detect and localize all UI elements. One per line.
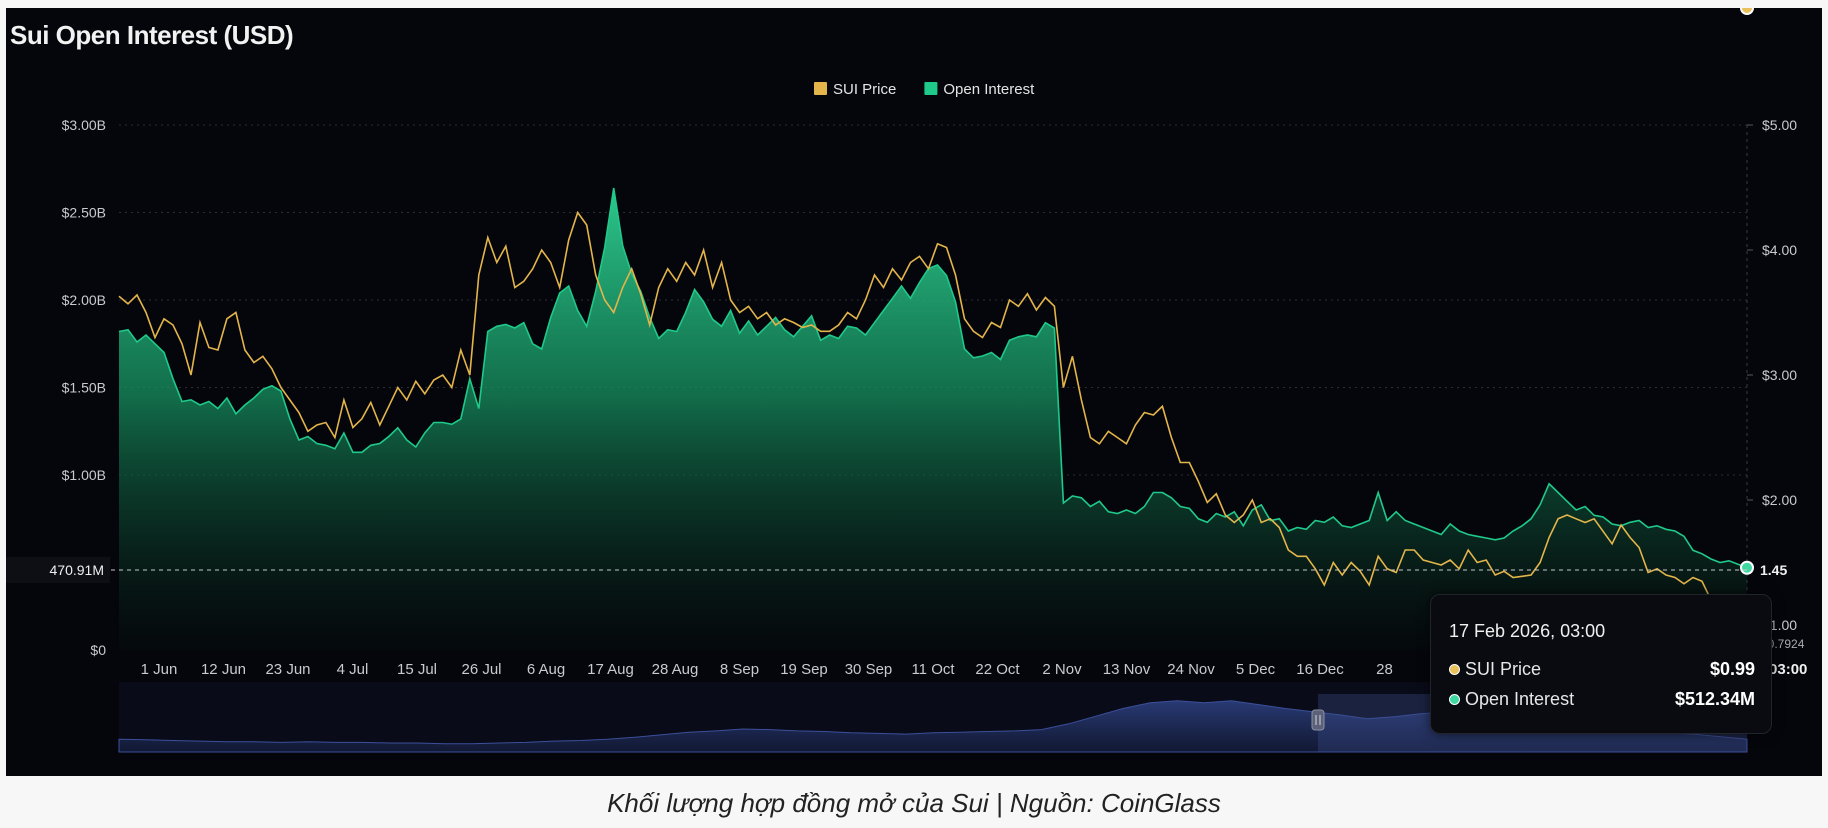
x-tick-label: 4 Jul	[337, 661, 369, 678]
tooltip-row-oi: Open Interest $512.34M	[1449, 689, 1755, 713]
crosshair-left-tag	[6, 557, 110, 583]
open-interest-marker	[1740, 560, 1754, 575]
tooltip-price-dot	[1449, 664, 1460, 675]
y-right-tick-label: $3.00	[1762, 367, 1797, 383]
tooltip-row-price: SUI Price $0.99	[1449, 659, 1755, 683]
x-tick-label: 28	[1376, 661, 1393, 678]
x-tick-label: 1 Jun	[141, 661, 178, 678]
x-tick-label: 22 Oct	[975, 661, 1020, 678]
y-left-tick-label: $3.00B	[62, 117, 106, 133]
x-tick-label: 2 Nov	[1042, 661, 1082, 678]
y-right-tick-label: $5.00	[1762, 117, 1797, 133]
x-tick-label: 13 Nov	[1103, 661, 1151, 678]
y-left-tick-label: $0	[90, 642, 106, 658]
crosshair-left-label: 470.91M	[50, 562, 104, 578]
y-left-tick-label: $2.50B	[62, 205, 106, 221]
legend-label-1: Open Interest	[943, 81, 1035, 98]
x-tick-label: 26 Jul	[461, 661, 501, 678]
x-tick-label: 30 Sep	[845, 661, 893, 678]
tooltip-price-label: SUI Price	[1465, 659, 1542, 679]
y-right-tick-label: $4.00	[1762, 242, 1797, 258]
x-tick-label: 16 Dec	[1296, 661, 1344, 678]
image-caption: Khối lượng hợp đồng mở của Sui | Nguồn: …	[607, 788, 1221, 818]
y-axis-right: $5.00$4.00$3.00$2.00$1.00$0.7924	[1746, 117, 1805, 651]
x-tick-label: 5 Dec	[1236, 661, 1276, 678]
x-tick-label: 24 Nov	[1167, 661, 1215, 678]
sui-price-line	[118, 210, 1739, 627]
x-tick-label: 17 Aug	[587, 661, 634, 678]
x-tick-label: 12 Jun	[201, 661, 246, 678]
legend-swatch-0	[814, 82, 827, 95]
x-tick-label: 15 Jul	[397, 661, 437, 678]
y-right-tick-label: $2.00	[1762, 492, 1797, 508]
crosshair-right-label: 1.45	[1760, 562, 1787, 578]
x-tick-label: 8 Sep	[720, 661, 759, 678]
y-left-tick-label: $1.00B	[62, 467, 106, 483]
tooltip-oi-dot	[1449, 694, 1460, 705]
chart-title: Sui Open Interest (USD)	[10, 20, 294, 50]
y-axis-left: $3.00B $2.50B $2.00B $1.50B $1.00B $0	[62, 117, 107, 658]
y-left-tick-label: $1.50B	[62, 380, 106, 396]
x-tick-label: 11 Oct	[911, 661, 955, 678]
chart-panel: Sui Open Interest (USD) SUI Price Open In…	[6, 8, 1822, 776]
x-axis: 1 Jun 12 Jun 23 Jun 4 Jul 15 Jul 26 Jul 6 Aug 1…	[141, 661, 1393, 678]
sui-price-marker	[1740, 8, 1754, 15]
x-tick-label: 6 Aug	[527, 661, 565, 678]
tooltip-oi-value: $512.34M	[1674, 689, 1755, 709]
x-tick-label: 23 Jun	[265, 661, 310, 678]
navigator-handle-left[interactable]	[1311, 709, 1325, 731]
x-tick-label: 28 Aug	[652, 661, 699, 678]
legend-swatch-1	[924, 82, 938, 95]
x-tick-label: 19 Sep	[780, 661, 828, 678]
chart-legend: SUI Price Open Interest	[814, 81, 1035, 98]
plot-area	[118, 8, 1754, 650]
tooltip-date: 17 Feb 2026, 03:00	[1449, 621, 1606, 641]
legend-label-0: SUI Price	[833, 81, 896, 98]
y-left-tick-label: $2.00B	[62, 292, 106, 308]
tooltip-oi-label: Open Interest	[1465, 689, 1575, 709]
open-interest-area	[119, 188, 1747, 650]
chart-tooltip: 17 Feb 2026, 03:00 SUI Price $0.99 Open …	[1430, 594, 1772, 734]
tooltip-price-value: $0.99	[1709, 659, 1755, 679]
open-interest-line	[118, 187, 1748, 569]
